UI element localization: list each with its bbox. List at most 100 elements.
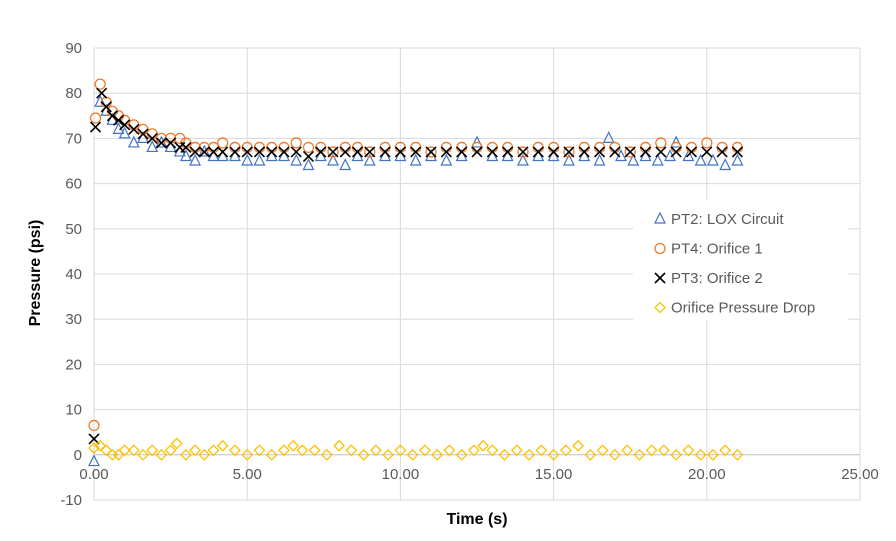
data-point: [418, 444, 431, 457]
data-point: [584, 448, 597, 461]
data-point: [502, 146, 514, 158]
data-point: [327, 146, 339, 158]
data-point: [315, 146, 327, 158]
data-point: [547, 448, 560, 461]
x-tick-label: 0.00: [79, 466, 108, 483]
y-tick-label: 60: [65, 176, 82, 193]
data-point: [657, 444, 670, 457]
data-point: [596, 444, 609, 457]
y-axis-title: Pressure (psi): [27, 220, 44, 327]
data-point: [369, 444, 382, 457]
legend-marker: [654, 211, 666, 224]
data-point: [290, 146, 302, 158]
data-point: [88, 442, 100, 454]
data-point: [572, 439, 585, 452]
data-point: [155, 135, 168, 148]
data-point: [112, 114, 125, 126]
data-point: [593, 153, 606, 166]
legend: PT2: LOX Circuit PT4: Orifice 1 PT3: Orifi…: [633, 200, 848, 320]
data-point: [207, 146, 220, 158]
data-point: [118, 126, 131, 139]
data-point: [477, 439, 490, 452]
data-point: [563, 146, 575, 158]
data-point: [701, 137, 713, 149]
legend-entry: PT3: Orifice 2: [671, 270, 763, 287]
data-point: [198, 448, 211, 461]
y-axis-ticks: -10 0 10 20 30 40 50 60 70 80 90: [60, 40, 82, 509]
data-point: [88, 454, 100, 467]
data-point: [339, 158, 352, 171]
legend-marker: [654, 242, 666, 255]
data-point: [88, 433, 100, 445]
data-point: [670, 135, 683, 148]
data-point: [94, 94, 107, 107]
data-point: [486, 146, 498, 158]
data-point: [707, 448, 719, 461]
data-point: [443, 444, 456, 457]
data-point: [682, 149, 695, 162]
legend-marker: [654, 301, 666, 314]
data-point: [327, 146, 339, 158]
data-point: [510, 444, 523, 457]
data-point: [455, 448, 468, 461]
data-point: [100, 101, 112, 113]
data-point: [517, 146, 529, 158]
data-point: [217, 146, 229, 158]
data-point: [701, 146, 713, 158]
data-point: [189, 153, 202, 166]
data-point: [719, 444, 732, 457]
data-point: [406, 448, 419, 461]
data-point: [471, 146, 483, 158]
data-point: [602, 131, 615, 143]
data-point: [253, 153, 266, 166]
plot-area: [88, 78, 744, 467]
x-tick-label: 15.00: [535, 466, 573, 483]
data-point: [357, 448, 370, 461]
data-point: [409, 153, 422, 166]
data-point: [706, 153, 719, 166]
data-point: [562, 153, 575, 166]
data-point: [94, 78, 106, 90]
data-point: [670, 448, 683, 461]
data-point: [146, 132, 158, 144]
data-point: [694, 153, 707, 166]
data-point: [198, 146, 210, 158]
data-point: [731, 448, 744, 461]
data-point: [179, 149, 192, 162]
data-point: [685, 146, 698, 158]
data-point: [425, 146, 437, 158]
data-point: [180, 448, 192, 461]
legend-entry: Orifice Pressure Drop: [671, 300, 815, 317]
data-point: [137, 128, 149, 140]
data-point: [137, 448, 149, 461]
data-point: [532, 146, 544, 158]
legend-marker: [654, 272, 666, 284]
data-point: [127, 444, 140, 457]
x-tick-label: 10.00: [382, 466, 420, 483]
y-tick-label: 40: [65, 266, 82, 283]
y-tick-label: 20: [65, 356, 82, 373]
data-point: [128, 123, 140, 135]
x-tick-label: 5.00: [233, 466, 262, 483]
y-tick-label: 90: [65, 40, 82, 57]
data-point: [548, 146, 560, 158]
x-axis-ticks: 0.00 5.00 10.00 15.00 20.00 25.00: [79, 466, 878, 483]
data-point: [180, 141, 192, 154]
data-point: [559, 444, 572, 457]
x-axis-title: Time (s): [446, 511, 507, 528]
data-point: [351, 146, 364, 158]
legend-background: [633, 200, 848, 320]
data-point: [189, 444, 202, 457]
x-tick-label: 20.00: [688, 466, 726, 483]
data-point: [146, 444, 159, 457]
data-point: [241, 153, 254, 166]
data-point: [535, 444, 548, 457]
data-point: [253, 444, 266, 457]
data-point: [655, 137, 667, 149]
data-point: [345, 444, 358, 457]
data-point: [364, 146, 376, 158]
data-point: [394, 444, 407, 457]
legend-entry: PT2: LOX Circuit: [671, 211, 784, 228]
data-point: [425, 146, 437, 158]
